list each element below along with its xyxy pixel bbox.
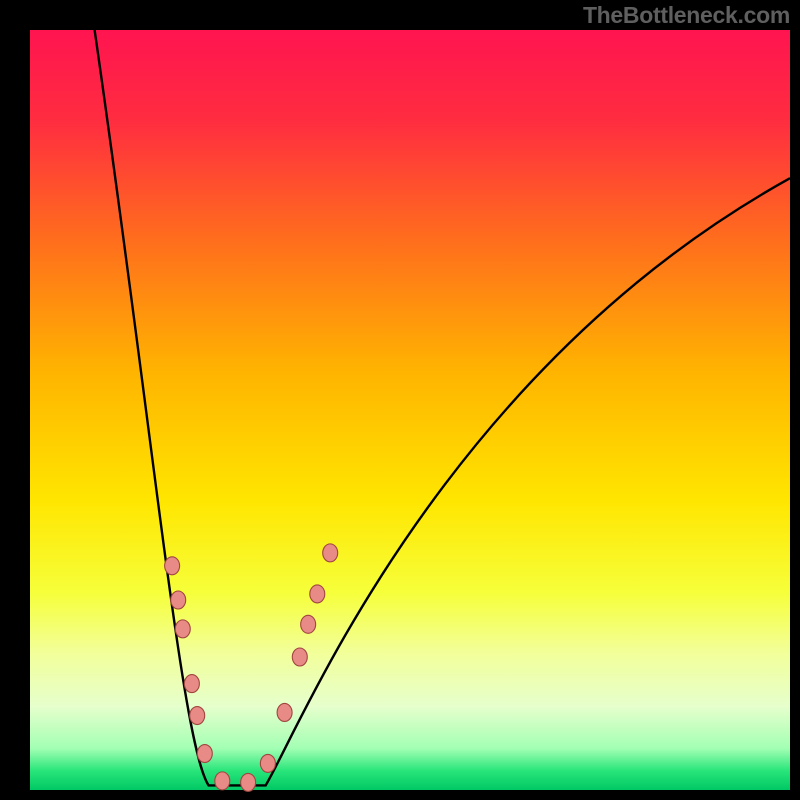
data-marker — [190, 707, 205, 725]
data-marker — [215, 772, 230, 790]
plot-background — [30, 30, 790, 790]
data-marker — [323, 544, 338, 562]
data-marker — [301, 615, 316, 633]
bottleneck-chart — [0, 0, 800, 800]
data-marker — [241, 773, 256, 791]
data-marker — [310, 585, 325, 603]
data-marker — [277, 703, 292, 721]
data-marker — [260, 754, 275, 772]
data-marker — [184, 675, 199, 693]
data-marker — [292, 648, 307, 666]
data-marker — [197, 745, 212, 763]
data-marker — [171, 591, 186, 609]
data-marker — [175, 620, 190, 638]
chart-container: TheBottleneck.com — [0, 0, 800, 800]
data-marker — [165, 557, 180, 575]
watermark-label: TheBottleneck.com — [583, 2, 790, 29]
